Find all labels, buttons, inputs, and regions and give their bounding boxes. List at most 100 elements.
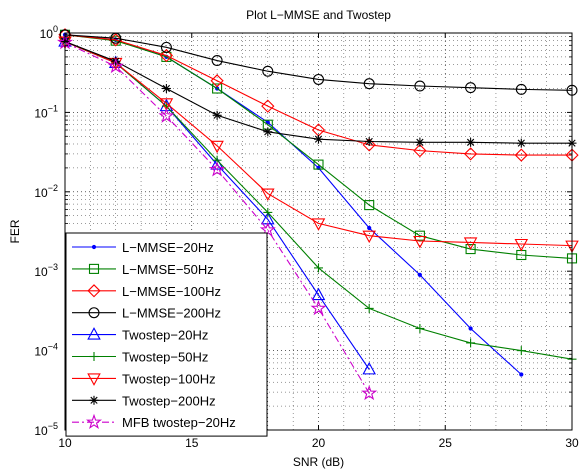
y-axis-label: FER — [8, 219, 22, 243]
data-point-triangle-up — [87, 327, 101, 340]
series-line — [64, 41, 370, 394]
data-point-asterisk — [263, 127, 273, 137]
data-point-triangle-down — [261, 188, 275, 202]
data-point-diamond — [261, 99, 275, 113]
data-point-circle — [262, 65, 274, 77]
data-point-diamond — [463, 147, 478, 161]
x-axis-label: SNR (dB) — [293, 455, 344, 469]
data-point-plus — [466, 338, 476, 348]
legend-label: MFB twostep−20Hz — [122, 415, 236, 430]
data-point-circle — [465, 82, 477, 94]
data-point-triangle-down — [311, 218, 326, 231]
data-point-triangle-down — [210, 140, 224, 154]
data-point-circle — [160, 41, 172, 53]
legend-label: Twostep−100Hz — [122, 371, 216, 386]
data-point-star — [158, 107, 175, 123]
series-line — [64, 41, 573, 247]
data-point-asterisk — [364, 137, 374, 147]
data-point-asterisk — [161, 83, 171, 93]
data-point-dot — [91, 244, 97, 250]
series-line — [64, 34, 572, 156]
x-tick-label: 20 — [312, 436, 326, 450]
data-point-triangle-up — [311, 287, 326, 301]
data-point-star — [85, 413, 103, 430]
legend-entry: Twostep−200Hz — [72, 393, 216, 408]
data-point-asterisk — [466, 137, 476, 147]
legend-label: L−MMSE−50Hz — [122, 262, 214, 277]
data-point-asterisk — [212, 110, 222, 120]
data-point-triangle-down — [159, 98, 174, 111]
legend-entry: Twostep−100Hz — [72, 371, 216, 386]
data-point-diamond — [159, 48, 174, 63]
legend-entry: L−MMSE−100Hz — [72, 284, 221, 299]
legend-entry: L−MMSE−50Hz — [72, 262, 214, 277]
data-point-asterisk — [415, 137, 425, 147]
data-point-triangle-down — [514, 238, 529, 252]
legend-entry: Twostep−50Hz — [72, 350, 208, 365]
data-point-circle — [88, 307, 100, 319]
data-point-triangle-down — [413, 235, 427, 249]
y-tick-label: 10−1 — [34, 103, 58, 120]
data-point-plus — [364, 303, 374, 313]
data-point-square — [364, 200, 375, 211]
data-point-plus — [516, 346, 526, 356]
data-point-dot — [417, 272, 422, 277]
legend-entry: MFB twostep−20Hz — [72, 413, 236, 430]
data-point-star — [310, 299, 327, 316]
data-point-circle — [414, 80, 426, 92]
data-point-circle — [312, 73, 324, 85]
data-point-plus — [415, 323, 425, 333]
data-point-asterisk — [111, 56, 121, 66]
plot-frame — [64, 32, 573, 431]
data-point-star — [107, 57, 124, 74]
legend-label: L−MMSE−100Hz — [122, 284, 221, 299]
data-point-circle — [363, 78, 375, 90]
data-point-dot — [519, 372, 524, 377]
data-point-square — [88, 263, 100, 274]
y-tick-label: 10−2 — [34, 183, 58, 200]
legend-entry: L−MMSE−200Hz — [72, 306, 221, 321]
data-point-diamond — [210, 74, 224, 88]
data-point-plus — [314, 263, 323, 273]
data-point-asterisk — [89, 395, 99, 405]
data-point-diamond — [362, 138, 376, 152]
x-tick-label: 10 — [58, 436, 72, 450]
data-point-square — [465, 244, 476, 255]
data-point-dot — [367, 225, 372, 231]
data-point-star — [259, 221, 276, 237]
x-tick-label: 30 — [565, 436, 579, 450]
y-tick-label: 100 — [40, 24, 58, 41]
series-line — [64, 34, 573, 259]
data-point-circle — [515, 83, 527, 95]
legend-label: Twostep−50Hz — [122, 350, 208, 365]
y-tick-label: 10−5 — [34, 421, 58, 438]
series-line — [64, 34, 573, 91]
legend-label: L−MMSE−20Hz — [122, 240, 214, 255]
data-point-dot — [468, 326, 473, 331]
x-tick-label: 15 — [185, 436, 199, 450]
legend-label: Twostep−20Hz — [122, 328, 208, 343]
data-point-square — [414, 230, 425, 241]
data-point-star — [209, 161, 226, 177]
data-point-asterisk — [314, 134, 323, 144]
data-point-diamond — [514, 148, 528, 162]
legend-label: L−MMSE−200Hz — [122, 306, 221, 321]
series-7 — [60, 37, 577, 148]
data-point-diamond — [413, 144, 427, 158]
x-tick-label: 25 — [439, 436, 453, 450]
data-point-asterisk — [516, 138, 526, 148]
data-point-plus — [89, 352, 99, 361]
y-tick-label: 10−3 — [34, 262, 58, 279]
data-point-square — [313, 159, 324, 170]
data-point-star — [361, 384, 378, 401]
data-point-square — [212, 83, 223, 94]
chart-title: Plot L−MMSE and Twostep — [246, 8, 391, 22]
legend-entry: L−MMSE−20Hz — [72, 240, 214, 255]
series-8 — [56, 34, 378, 401]
y-tick-label: 10−4 — [34, 342, 58, 359]
data-point-triangle-down — [463, 237, 478, 250]
legend: L−MMSE−20Hz L−MMSE−50Hz L−MMSE−100Hz L−MMSE… — [65, 232, 268, 437]
data-point-circle — [211, 55, 223, 67]
data-point-plus — [263, 207, 273, 217]
